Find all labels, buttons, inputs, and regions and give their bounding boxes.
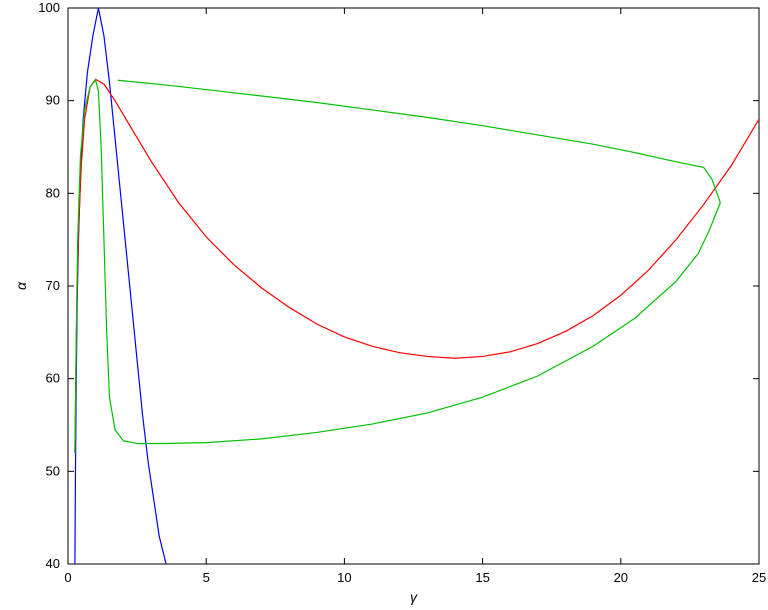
y-tick-label: 90: [46, 93, 60, 108]
y-tick-label: 40: [46, 556, 60, 571]
x-tick-label: 0: [64, 570, 71, 585]
y-tick-label: 70: [46, 278, 60, 293]
x-tick-label: 5: [203, 570, 210, 585]
x-axis-label: γ: [410, 589, 418, 605]
y-tick-label: 100: [38, 0, 60, 15]
y-axis-label: α: [13, 281, 29, 290]
line-chart: 0 5 10 15 20 25 40 50 60 70 80 90 100 γ α: [0, 0, 768, 610]
y-tick-label: 60: [46, 371, 60, 386]
x-tick-label: 15: [475, 570, 489, 585]
x-tick-label: 25: [752, 570, 766, 585]
x-tick-label: 20: [614, 570, 628, 585]
y-tick-label: 50: [46, 463, 60, 478]
y-tick-label: 80: [46, 185, 60, 200]
x-tick-label: 10: [337, 570, 351, 585]
